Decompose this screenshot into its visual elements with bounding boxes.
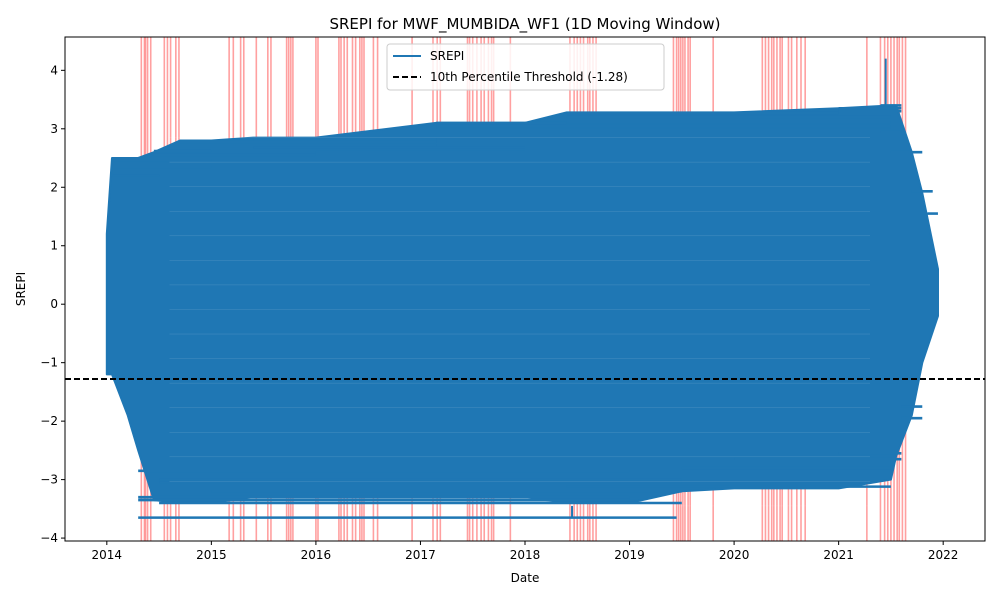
y-tick-label: −3 <box>40 473 58 487</box>
legend-threshold-label: 10th Percentile Threshold (-1.28) <box>430 70 628 84</box>
x-tick-label: 2016 <box>301 548 332 562</box>
legend: SREPI 10th Percentile Threshold (-1.28) <box>386 43 665 91</box>
y-tick-label: 4 <box>50 63 58 77</box>
x-axis-title: Date <box>511 571 540 585</box>
x-tick-label: 2014 <box>92 548 123 562</box>
legend-srepi-label: SREPI <box>430 49 464 63</box>
srepi-series-group <box>105 58 939 519</box>
y-tick-label: −4 <box>40 531 58 545</box>
y-tick-label: 1 <box>50 239 58 253</box>
y-tick-label: 3 <box>50 122 58 136</box>
x-tick-label: 2022 <box>928 548 959 562</box>
srepi-series-envelope <box>105 104 939 504</box>
x-tick-label: 2017 <box>405 548 436 562</box>
x-tick-label: 2020 <box>719 548 750 562</box>
y-tick-label: 0 <box>50 297 58 311</box>
legend-box <box>386 43 665 91</box>
y-tick-label: −2 <box>40 414 58 428</box>
y-tick-label: −1 <box>40 356 58 370</box>
x-tick-label: 2021 <box>823 548 854 562</box>
y-axis-title: SREPI <box>14 272 28 306</box>
chart-title: SREPI for MWF_MUMBIDA_WF1 (1D Moving Win… <box>329 15 720 34</box>
y-tick-label: 2 <box>50 180 58 194</box>
x-axis: 2014 2015 2016 2017 2018 2019 2020 2021 2022 <box>92 541 959 562</box>
x-tick-label: 2018 <box>510 548 541 562</box>
x-tick-label: 2015 <box>196 548 227 562</box>
x-tick-label: 2019 <box>614 548 645 562</box>
y-axis: −4 −3 −2 −1 0 1 2 3 4 <box>40 63 65 545</box>
